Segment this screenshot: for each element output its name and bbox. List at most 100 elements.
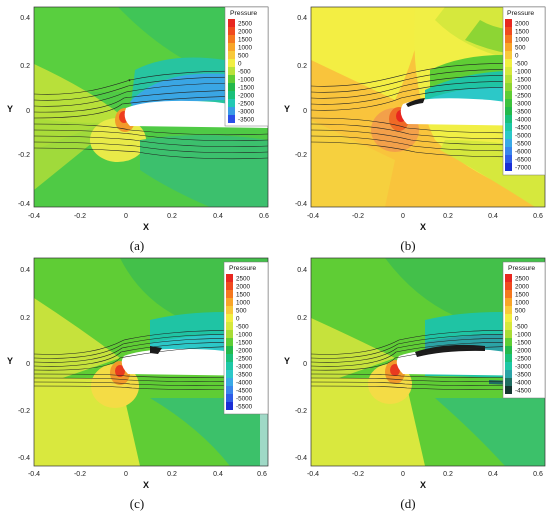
legend-swatch — [226, 306, 233, 314]
x-tick-label: -0.4 — [28, 471, 40, 478]
legend-swatch — [226, 402, 233, 410]
legend-swatch — [228, 27, 235, 35]
legend-swatch — [226, 330, 233, 338]
pressure-legend: Pressure 25002000150010005000-500-1000-1… — [224, 6, 269, 127]
legend-swatch — [505, 370, 512, 378]
legend-level-label: -3500 — [515, 108, 532, 115]
legend-swatch — [505, 362, 512, 370]
y-tick-labels: 0.4 0.2 0 -0.2 -0.4 — [18, 267, 30, 462]
legend-level-label: -2000 — [515, 347, 532, 354]
legend-swatch — [505, 298, 512, 306]
legend-swatch — [505, 51, 512, 59]
legend-level-label: -2000 — [238, 92, 255, 99]
legend-swatch — [505, 322, 512, 330]
legend-swatch — [505, 139, 512, 147]
legend-level-label: 2000 — [515, 283, 530, 290]
y-tick-label: 0 — [26, 108, 30, 115]
legend-level-label: -2500 — [515, 92, 532, 99]
legend-title: Pressure — [508, 265, 535, 272]
x-tick-label: -0.2 — [352, 213, 364, 220]
x-tick-label: 0 — [124, 213, 128, 220]
panel-c: 0.4 0.2 0 -0.2 -0.4 -0.4 -0.2 0 0.2 0.4 … — [0, 257, 275, 516]
legend-level-label: 1000 — [236, 299, 251, 306]
panel-caption: (b) — [400, 238, 416, 253]
legend-level-label: -1000 — [238, 76, 255, 83]
y-tick-label: -0.4 — [18, 201, 30, 208]
panel-b: 0.4 0.2 0 -0.2 -0.4 -0.4 -0.2 0 0.2 0.4 … — [275, 0, 550, 258]
x-tick-label: 0.4 — [488, 213, 498, 220]
y-tick-label: -0.2 — [295, 152, 307, 159]
x-tick-label: -0.2 — [74, 471, 86, 478]
legend-level-label: -6000 — [515, 148, 532, 155]
legend-level-label: -4000 — [515, 379, 532, 386]
y-tick-label: 0.4 — [297, 267, 307, 274]
legend-level-label: 1000 — [515, 36, 530, 43]
y-axis-title: Y — [284, 356, 290, 366]
legend-level-label: 2000 — [238, 28, 253, 35]
y-axis-title: Y — [7, 356, 13, 366]
legend-swatch — [505, 35, 512, 43]
y-axis-title: Y — [7, 104, 13, 114]
legend-level-label: -2500 — [238, 100, 255, 107]
y-tick-label: 0.2 — [297, 315, 307, 322]
legend-swatch — [505, 123, 512, 131]
x-tick-label: -0.4 — [307, 213, 319, 220]
legend-level-label: -3000 — [238, 108, 255, 115]
x-tick-label: 0.6 — [257, 471, 267, 478]
legend-level-label: 500 — [238, 52, 249, 59]
legend-level-label: -2500 — [515, 355, 532, 362]
x-tick-label: 0 — [401, 471, 405, 478]
legend-swatch — [228, 83, 235, 91]
x-tick-label: 0.4 — [488, 471, 498, 478]
legend-level-label: -3500 — [236, 371, 253, 378]
legend-swatch — [226, 386, 233, 394]
x-tick-label: 0.4 — [213, 213, 223, 220]
x-tick-label: -0.4 — [307, 471, 319, 478]
legend-level-label: -4000 — [236, 379, 253, 386]
legend-swatch — [228, 115, 235, 123]
legend-level-label: -3000 — [515, 100, 532, 107]
legend-swatch — [505, 386, 512, 394]
legend-level-label: -4500 — [515, 387, 532, 394]
legend-swatch — [505, 163, 512, 171]
y-tick-label: 0.2 — [297, 63, 307, 70]
legend-swatch — [226, 354, 233, 362]
legend-level-label: -1500 — [515, 339, 532, 346]
legend-swatch — [226, 378, 233, 386]
y-tick-label: 0 — [303, 361, 307, 368]
y-tick-label: 0.4 — [297, 15, 307, 22]
legend-swatch — [505, 147, 512, 155]
legend-swatch — [505, 75, 512, 83]
legend-level-label: -1000 — [515, 68, 532, 75]
legend-swatch — [505, 282, 512, 290]
legend-swatch — [505, 91, 512, 99]
y-tick-label: -0.2 — [18, 408, 30, 415]
legend-swatch — [226, 282, 233, 290]
y-tick-label: 0.2 — [20, 315, 30, 322]
legend-level-label: -500 — [515, 323, 528, 330]
x-tick-label: 0.2 — [167, 213, 177, 220]
legend-swatch — [228, 59, 235, 67]
legend-level-label: 0 — [515, 315, 519, 322]
x-tick-labels: -0.4 -0.2 0 0.2 0.4 0.6 — [307, 471, 543, 478]
x-axis-title: X — [420, 222, 426, 232]
legend-swatch — [505, 346, 512, 354]
legend-swatch — [228, 91, 235, 99]
legend-level-label: 1500 — [236, 291, 251, 298]
y-tick-label: -0.4 — [295, 201, 307, 208]
x-tick-label: -0.2 — [352, 471, 364, 478]
y-tick-label: 0.4 — [20, 267, 30, 274]
legend-swatch — [228, 19, 235, 27]
panel-caption: (c) — [129, 496, 145, 511]
panel-a: 0.4 0.2 0 -0.2 -0.4 -0.4 -0.2 0 0.2 0.4 … — [0, 0, 275, 258]
y-tick-label: 0.4 — [20, 15, 30, 22]
x-tick-label: -0.2 — [74, 213, 86, 220]
legend-swatch — [228, 107, 235, 115]
legend-level-label: -3500 — [238, 116, 255, 123]
panel-d: 0.4 0.2 0 -0.2 -0.4 -0.4 -0.2 0 0.2 0.4 … — [275, 257, 550, 516]
legend-swatch — [226, 370, 233, 378]
legend-swatch — [226, 346, 233, 354]
legend-level-label: -1000 — [515, 331, 532, 338]
legend-swatch — [228, 43, 235, 51]
x-axis-title: X — [143, 480, 149, 490]
